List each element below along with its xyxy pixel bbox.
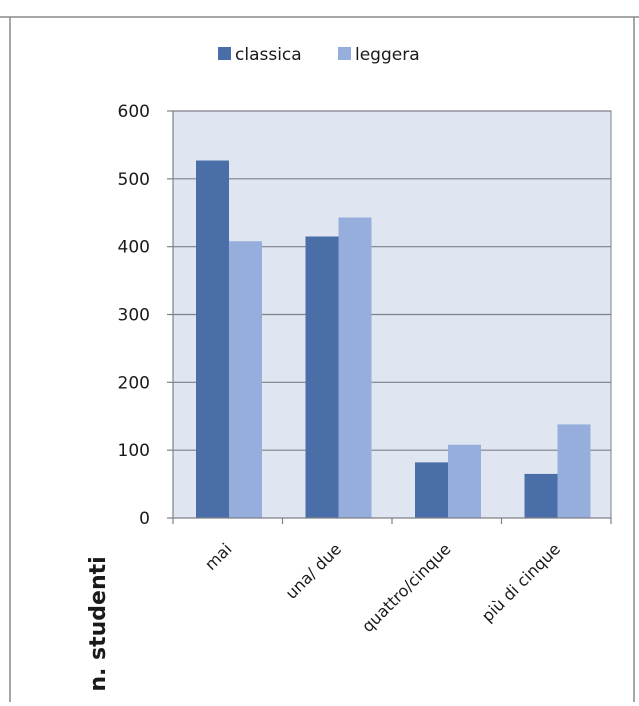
y-axis-title: n. studenti — [86, 556, 111, 691]
x-tick-label-3: più di cinque — [478, 539, 564, 625]
y-tick-label-200: 200 — [118, 373, 150, 393]
bars — [196, 160, 591, 519]
axes — [167, 110, 612, 524]
x-tick-label-0: mai — [201, 539, 236, 574]
x-tick-labels: mai una/ due quattro/cinque più di cinque — [201, 539, 564, 636]
bar-leggera-2 — [448, 444, 481, 518]
y-tick-label-0: 0 — [139, 509, 150, 529]
y-tick-label-500: 500 — [118, 170, 150, 190]
x-tick-label-1: una/ due — [282, 539, 345, 602]
bar-leggera-1 — [338, 217, 372, 518]
x-tick-label-2: quattro/cinque — [358, 539, 455, 636]
y-tick-label-300: 300 — [118, 306, 150, 326]
bar-classica-2 — [415, 462, 448, 518]
y-tick-labels: 0 100 200 300 400 500 600 — [118, 102, 150, 529]
bar-leggera-3 — [557, 424, 591, 518]
legend: classica leggera — [218, 45, 420, 65]
y-tick-label-100: 100 — [118, 441, 150, 461]
bar-classica-3 — [524, 473, 558, 518]
legend-label-classica: classica — [235, 45, 302, 65]
bar-classica-0 — [196, 160, 229, 519]
y-tick-label-600: 600 — [118, 102, 150, 122]
y-tick-label-400: 400 — [118, 238, 150, 258]
bar-classica-1 — [305, 236, 339, 518]
legend-swatch-leggera — [338, 47, 351, 60]
legend-label-leggera: leggera — [355, 45, 420, 65]
bar-leggera-0 — [229, 241, 262, 519]
legend-swatch-classica — [218, 47, 231, 60]
